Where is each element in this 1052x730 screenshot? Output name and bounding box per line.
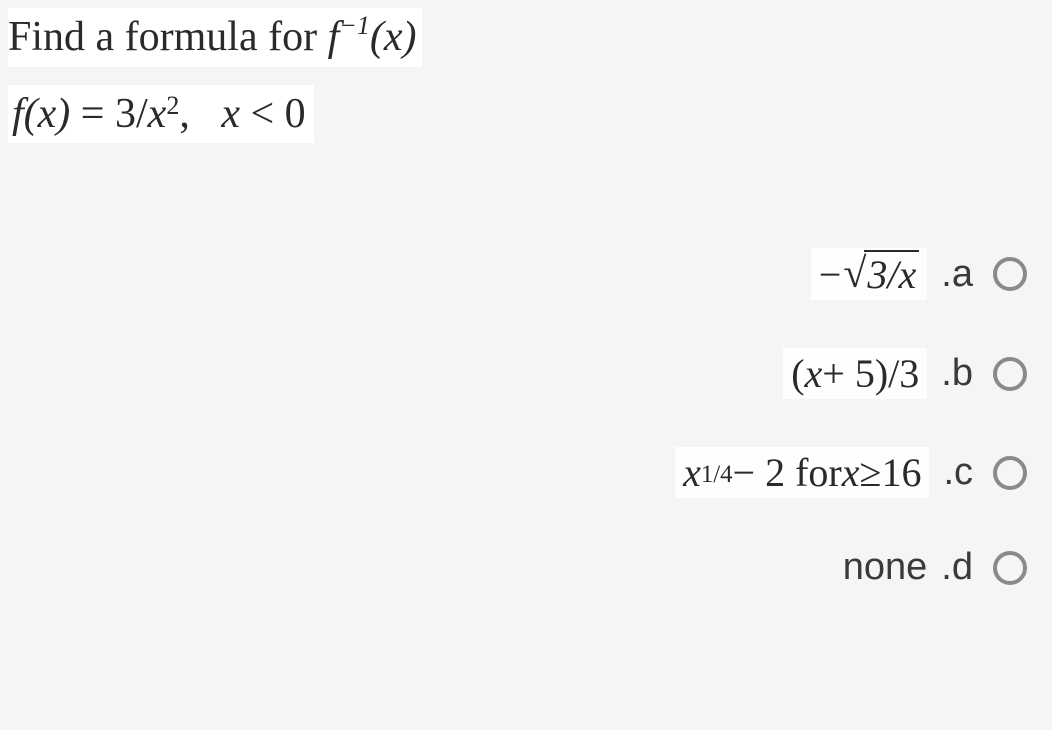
option-b-text: (x + 5)/3 .b [783,348,973,399]
options-group: − √ 3/x .a (x + 5)/3 .b x1/4 − 2 for x ≥… [675,248,1027,589]
option-c-mid: − 2 for [733,449,842,496]
option-a-minus: − [819,251,842,298]
radio-a[interactable] [993,257,1027,291]
option-c-expr: x1/4 − 2 for x ≥ 16 [675,447,929,498]
option-d-label: .d [941,546,973,589]
option-b-label: .b [941,352,973,395]
option-a-expr: − √ 3/x [811,248,928,300]
q2-var: x [148,91,167,137]
option-b-expr: (x + 5)/3 [783,348,927,399]
q2-cond-var: x [221,91,240,137]
option-c-var2: x [842,449,860,496]
option-b-open: ( [791,350,804,397]
q2-func: f [12,91,24,137]
option-d-text: none .d [843,546,973,589]
q2-exp: 2 [166,91,179,120]
question-func-f: f [328,14,340,60]
option-a-text: − √ 3/x .a [811,248,973,300]
option-b-var: x [805,350,823,397]
option-a-sqrt-body: 3/x [864,250,919,298]
option-c-val: 16 [881,449,921,496]
option-row-b[interactable]: (x + 5)/3 .b [675,348,1027,399]
option-c-ge: ≥ [859,449,881,496]
q2-eq: = 3/ [70,91,147,137]
radio-c[interactable] [993,456,1027,490]
question-prefix: Find a formula for [8,14,328,60]
option-c-label: .c [943,451,973,494]
option-row-a[interactable]: − √ 3/x .a [675,248,1027,300]
question-exp-neg1: −1 [339,11,370,40]
option-c-var: x [683,449,701,496]
question-line1: Find a formula for f−1(x) [8,8,422,67]
q2-sep: , [179,91,221,137]
option-d-expr: none [843,546,928,589]
q2-cond-rest: < 0 [240,91,306,137]
radio-b[interactable] [993,357,1027,391]
question-arg-x: (x) [370,14,417,60]
option-row-d[interactable]: none .d [675,546,1027,589]
option-c-exp: 1/4 [701,461,733,489]
option-c-text: x1/4 − 2 for x ≥ 16 .c [675,447,973,498]
option-row-c[interactable]: x1/4 − 2 for x ≥ 16 .c [675,447,1027,498]
question-block: Find a formula for f−1(x) f(x) = 3/x2, x… [0,0,1052,143]
q2-arg: (x) [24,91,71,137]
sqrt-icon: √ [843,250,866,298]
question-line2: f(x) = 3/x2, x < 0 [8,85,314,144]
option-b-rest: + 5)/3 [822,350,919,397]
option-a-label: .a [941,253,973,296]
radio-d[interactable] [993,551,1027,585]
